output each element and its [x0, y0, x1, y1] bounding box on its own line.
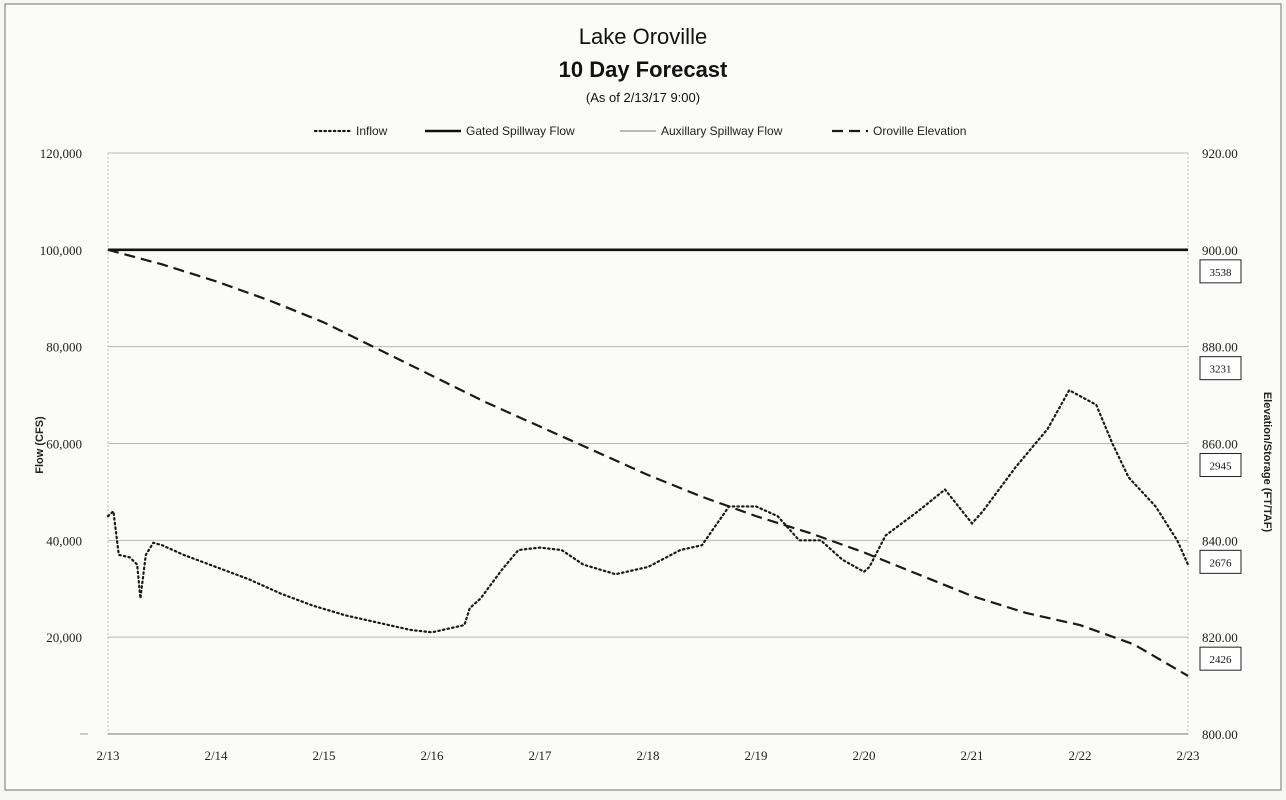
- series-layer: [106, 248, 1190, 735]
- chart-subtitle: 10 Day Forecast: [559, 57, 728, 82]
- legend-item: Inflow: [313, 124, 388, 138]
- storage-value: 2945: [1210, 461, 1233, 473]
- x-tick-label: 2/19: [744, 748, 767, 763]
- y-tick-label: 40,000: [46, 533, 82, 548]
- y2-tick-label: 880.00: [1202, 340, 1238, 355]
- y-axis-title: Flow (CFS): [34, 416, 46, 474]
- y-tick-label: 100,000: [40, 243, 82, 258]
- storage-value: 2676: [1210, 557, 1233, 569]
- chart-frame: [4, 3, 1282, 791]
- x-tick-label: 2/22: [1068, 748, 1091, 763]
- x-tick-label: 2/20: [852, 748, 875, 763]
- storage-box: [1199, 646, 1242, 671]
- legend: Inflow Gated Spillway Flow Auxillary Spill…: [313, 124, 966, 138]
- ticks-layer: 20,000 40,000 60,000 80,000 100,000 120,000 80…: [40, 146, 1238, 763]
- legend-label: Oroville Elevation: [873, 124, 966, 138]
- storage-box: [1199, 259, 1242, 284]
- y2-tick-label: 900.00: [1202, 243, 1238, 258]
- y2-axis-title: Elevation/Storage (FT/TAF): [1261, 392, 1273, 533]
- storage-box: [1199, 549, 1242, 574]
- storage-value: 2426: [1210, 654, 1233, 666]
- legend-item: Auxillary Spillway Flow: [620, 124, 783, 138]
- y2-tick-label: 800.00: [1202, 727, 1238, 742]
- y2-tick-label: 840.00: [1202, 533, 1238, 548]
- storage-label-box: 2945: [1199, 453, 1242, 477]
- storage-label-box: 3538: [1199, 259, 1242, 284]
- storage-labels: 3538 3231 2945 2676 2426: [1199, 259, 1242, 671]
- x-tick-label: 2/23: [1176, 748, 1199, 763]
- storage-value: 3231: [1210, 364, 1232, 376]
- y-tick-label: 60,000: [46, 437, 82, 452]
- storage-label-box: 3231: [1199, 356, 1242, 381]
- x-tick-label: 2/15: [312, 748, 335, 763]
- y-tick-label: 20,000: [46, 630, 82, 645]
- y2-tick-label: 860.00: [1202, 437, 1238, 452]
- legend-label: Inflow: [356, 124, 388, 138]
- chart-as-of: (As of 2/13/17 9:00): [586, 90, 700, 105]
- legend-item: Gated Spillway Flow: [425, 124, 575, 138]
- x-tick-label: 2/21: [960, 748, 983, 763]
- y2-tick-label: 820.00: [1202, 630, 1238, 645]
- y-tick-label: 80,000: [46, 340, 82, 355]
- storage-box: [1199, 356, 1242, 381]
- series-line-oroville-elevation: [107, 248, 1189, 677]
- x-tick-label: 2/18: [636, 748, 659, 763]
- storage-label-box: 2426: [1199, 646, 1242, 671]
- x-tick-label: 2/13: [96, 748, 119, 763]
- chart-title: Lake Oroville: [579, 24, 707, 49]
- storage-box: [1199, 453, 1242, 477]
- legend-label: Auxillary Spillway Flow: [661, 124, 783, 138]
- storage-value: 3538: [1210, 267, 1233, 279]
- x-tick-label: 2/16: [420, 748, 444, 763]
- storage-label-box: 2676: [1199, 549, 1242, 574]
- legend-item: Oroville Elevation: [832, 124, 966, 138]
- series-line-inflow: [106, 388, 1190, 634]
- y2-tick-label: 920.00: [1202, 146, 1238, 161]
- legend-label: Gated Spillway Flow: [466, 124, 575, 138]
- x-tick-label: 2/14: [204, 748, 228, 763]
- y-tick-label: 120,000: [40, 146, 82, 161]
- x-tick-label: 2/17: [528, 748, 552, 763]
